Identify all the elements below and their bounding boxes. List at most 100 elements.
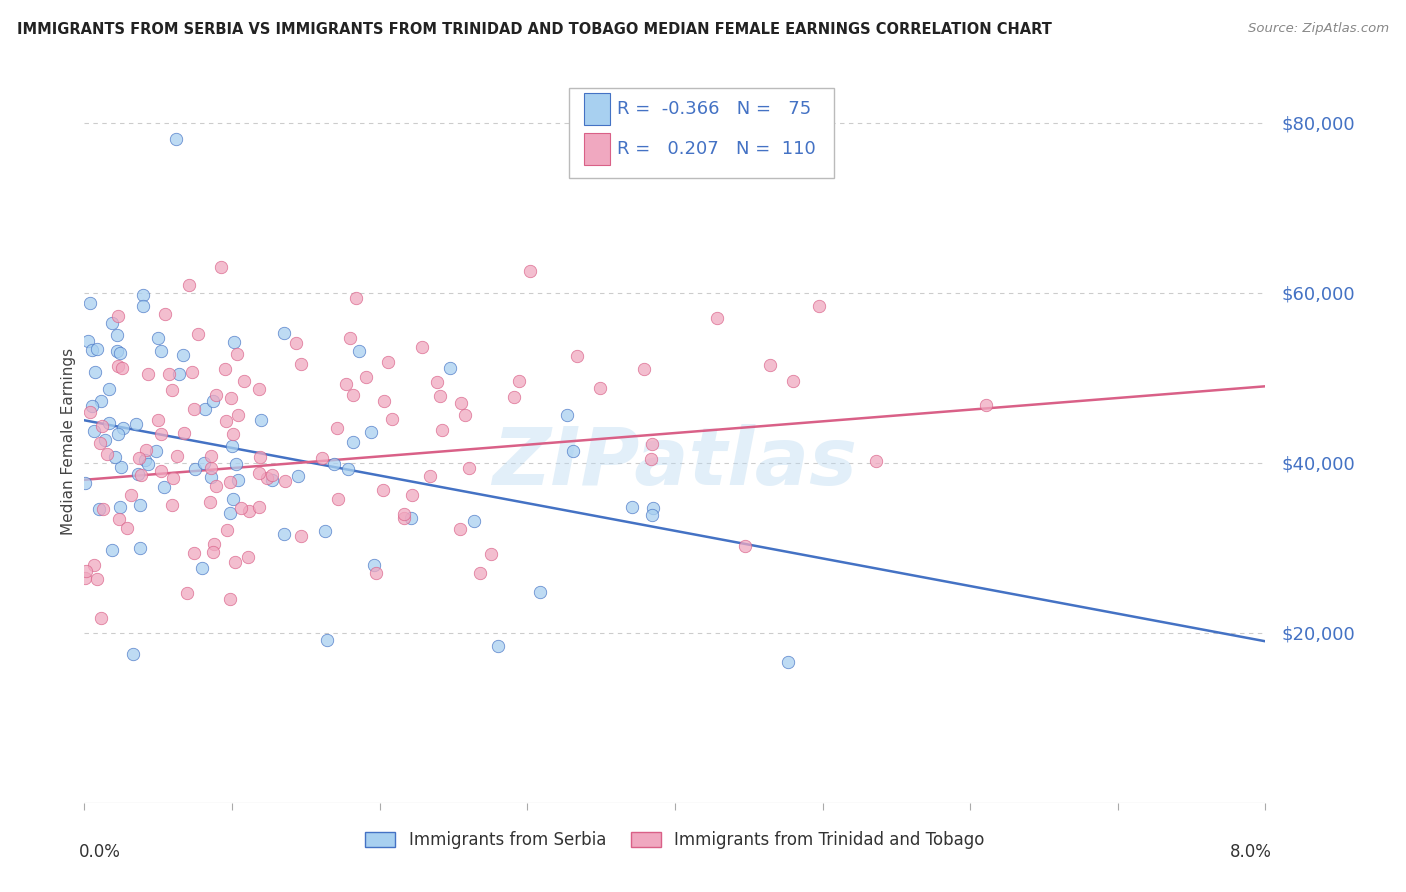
Text: R =   0.207   N =  110: R = 0.207 N = 110 [617,140,815,158]
Point [132,299,155,313]
Point [173,426,195,441]
Point [111,361,134,376]
Point [486,640,509,654]
Point [128,451,150,466]
Point [90,394,112,409]
Point [84,365,107,379]
Point [215,414,238,428]
Point [430,423,453,437]
Point [232,375,254,389]
Point [129,498,152,512]
Point [101,543,124,558]
Point [366,566,388,581]
Point [136,367,159,381]
Point [136,457,159,471]
Point [508,375,530,389]
Point [865,454,887,468]
Point [176,586,198,600]
Point [209,260,232,274]
Point [285,336,308,351]
Point [129,541,152,556]
Point [157,368,180,382]
Point [706,311,728,326]
Point [107,359,129,374]
Point [160,383,183,397]
Point [226,408,249,422]
Point [247,382,270,396]
Point [256,471,278,485]
Point [205,388,228,402]
Bar [583,133,610,165]
Point [221,491,243,506]
Point [463,514,485,528]
Point [181,365,204,379]
Point [778,655,800,669]
Point [153,480,176,494]
Point [342,388,364,402]
Point [328,491,350,506]
Point [633,362,655,376]
Point [108,500,131,514]
Point [198,495,221,509]
Point [260,473,283,487]
Point [262,467,284,482]
Point [342,435,364,450]
Text: 0.0%: 0.0% [79,843,121,861]
Point [529,584,551,599]
Point [439,361,461,376]
Text: ZIPatlas: ZIPatlas [492,425,858,502]
Point [458,461,481,475]
Point [83,558,105,572]
Point [249,466,271,480]
Point [377,355,399,369]
Point [148,331,170,345]
Point [145,443,167,458]
Point [120,488,142,502]
Point [449,522,471,536]
Point [149,464,172,478]
Point [107,309,129,323]
Point [75,475,97,490]
Point [112,421,135,435]
Point [287,469,309,483]
Point [401,488,423,502]
Point [336,462,359,476]
Point [214,362,236,376]
Point [101,316,124,330]
Point [640,508,662,522]
Point [79,296,101,310]
Point [183,401,205,416]
Point [148,413,170,427]
Point [105,328,128,343]
Point [76,334,98,348]
Point [98,382,121,396]
Point [454,408,477,422]
Point [184,461,207,475]
Point [519,264,541,278]
Point [94,433,117,447]
Point [236,549,259,564]
Point [219,506,242,520]
Text: IMMIGRANTS FROM SERBIA VS IMMIGRANTS FROM TRINIDAD AND TOBAGO MEDIAN FEMALE EARN: IMMIGRANTS FROM SERBIA VS IMMIGRANTS FRO… [17,22,1052,37]
Point [315,633,337,648]
Point [165,132,187,146]
Point [221,439,243,453]
Text: Source: ZipAtlas.com: Source: ZipAtlas.com [1249,22,1389,36]
Point [127,467,149,482]
Point [429,388,451,402]
Point [354,370,377,384]
Point [183,546,205,560]
Point [290,528,312,542]
Point [225,457,247,471]
Point [620,500,643,514]
Point [974,398,997,412]
Point [238,504,260,518]
Point [80,343,103,357]
Point [187,327,209,342]
Point [371,483,394,498]
Point [104,450,127,464]
Point [224,555,246,569]
Point [249,413,271,427]
Legend: Immigrants from Serbia, Immigrants from Trinidad and Tobago: Immigrants from Serbia, Immigrants from … [359,824,991,856]
Point [153,307,176,321]
